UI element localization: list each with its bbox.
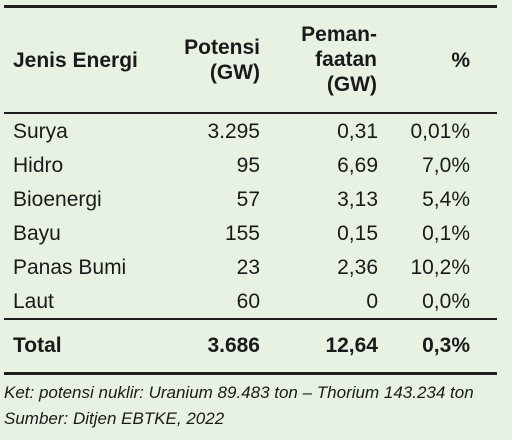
table-row: Laut 60 0 0,0% (0, 285, 512, 319)
header-persen-label: % (451, 49, 470, 72)
cell-pemanfaatan: 2,36 (337, 256, 378, 279)
total-persen: 0,3% (422, 334, 470, 357)
cell-persen: 0,01% (410, 120, 470, 143)
total-label: Total (13, 334, 62, 357)
cell-persen: 7,0% (422, 154, 470, 177)
table-row: Surya 3.295 0,31 0,01% (0, 115, 512, 149)
header-bottom-rule (4, 112, 497, 114)
header-potensi-line1: Potensi (184, 36, 260, 59)
cell-potensi: 3.295 (207, 120, 260, 143)
header-jenis-energi: Jenis Energi (13, 48, 163, 73)
table-bottom-rule (4, 372, 497, 375)
cell-potensi: 95 (236, 154, 260, 177)
cell-pemanfaatan: 3,13 (337, 188, 378, 211)
cell-potensi: 60 (236, 290, 260, 313)
table-row: Hidro 95 6,69 7,0% (0, 149, 512, 183)
cell-jenis: Bayu (13, 222, 61, 245)
table-row: Panas Bumi 23 2,36 10,2% (0, 251, 512, 285)
cell-potensi: 155 (224, 222, 260, 245)
cell-pemanfaatan: 0 (366, 290, 378, 313)
total-pemanfaatan: 12,64 (325, 334, 378, 357)
cell-jenis: Surya (13, 120, 68, 143)
note-ket: Ket: potensi nuklir: Uranium 89.483 ton … (4, 383, 474, 402)
cell-jenis: Laut (13, 290, 54, 313)
header-potensi-line2: (GW) (209, 61, 260, 84)
cell-pemanfaatan: 0,15 (337, 222, 378, 245)
cell-jenis: Panas Bumi (13, 256, 127, 279)
note-sumber: Sumber: Ditjen EBTKE, 2022 (4, 409, 225, 428)
cell-potensi: 23 (236, 256, 260, 279)
table-top-rule (4, 5, 497, 8)
header-persen: % (380, 48, 470, 73)
total-top-rule (4, 318, 497, 320)
total-potensi: 3.686 (207, 334, 260, 357)
table-row: Bioenergi 57 3,13 5,4% (0, 183, 512, 217)
header-pemanfaatan: Peman- faatan (GW) (262, 22, 377, 97)
cell-jenis: Hidro (13, 154, 64, 177)
cell-persen: 10,2% (410, 256, 470, 279)
cell-pemanfaatan: 0,31 (337, 120, 378, 143)
header-pemanfaatan-line1: Peman- (301, 23, 377, 46)
cell-persen: 0,0% (422, 290, 470, 313)
total-row: Total 3.686 12,64 0,3% (0, 329, 512, 363)
cell-persen: 5,4% (422, 188, 470, 211)
table-row: Bayu 155 0,15 0,1% (0, 217, 512, 251)
header-potensi: Potensi (GW) (150, 35, 260, 85)
header-jenis-label: Jenis Energi (13, 49, 138, 72)
cell-pemanfaatan: 6,69 (337, 154, 378, 177)
cell-potensi: 57 (236, 188, 260, 211)
cell-persen: 0,1% (422, 222, 470, 245)
cell-jenis: Bioenergi (13, 188, 102, 211)
header-pemanfaatan-line3: (GW) (326, 73, 377, 96)
header-pemanfaatan-line2: faatan (315, 48, 377, 71)
